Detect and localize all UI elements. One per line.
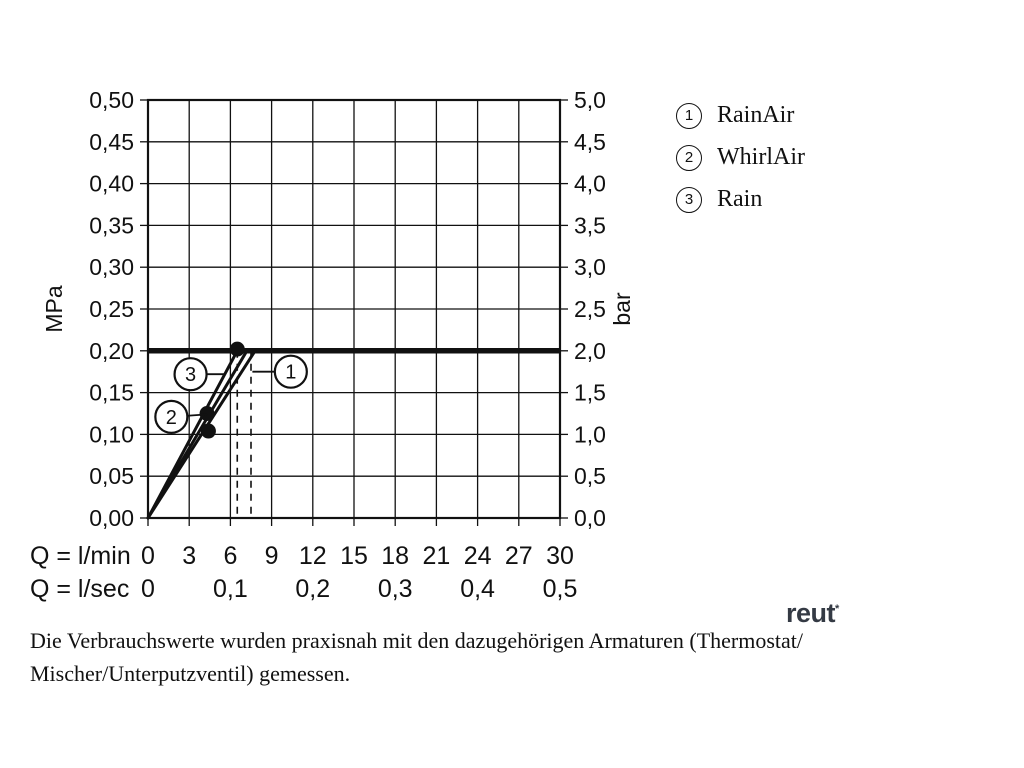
y-tick-label-mpa: 0,20 [89, 338, 134, 364]
logo-mark-icon: * [835, 603, 840, 615]
legend-item-rain: 3 Rain [676, 186, 805, 213]
data-point [199, 406, 215, 421]
y-tick-label-mpa: 0,40 [89, 171, 134, 197]
callout-number-1: 1 [285, 362, 296, 384]
x-axis-label-lsec: Q = l/sec [30, 575, 129, 603]
callout-circle-1 [273, 354, 308, 389]
y-tick-label-bar: 3,5 [574, 212, 606, 238]
data-point [200, 423, 216, 439]
x-tick-label-lmin: 24 [464, 542, 492, 570]
data-point [229, 341, 245, 357]
y-axis-label-mpa: MPa [41, 285, 67, 333]
y-tick-label-mpa: 0,05 [89, 463, 134, 489]
caption-line-2: Mischer/Unterputzventil) gemessen. [30, 661, 351, 686]
series-line-rain [146, 349, 239, 520]
legend: 1 RainAir 2 WhirlAir 3 Rain [676, 102, 805, 213]
callout-number-2: 2 [166, 407, 177, 429]
plot-border [146, 98, 562, 520]
y-tick-label-bar: 5,0 [574, 87, 606, 113]
logo-text: reut [786, 598, 836, 628]
legend-item-whirlair: 2 WhirlAir [676, 144, 805, 171]
x-tick-label-lsec: 0,2 [295, 575, 330, 603]
x-axis-label-lmin: Q = l/min [30, 542, 131, 570]
y-tick-label-bar: 0,0 [574, 505, 606, 531]
x-tick-label-lmin: 18 [381, 542, 409, 570]
x-tick-label-lsec: 0,5 [543, 575, 578, 603]
y-tick-label-mpa: 0,10 [89, 421, 134, 447]
x-tick-label-lmin: 3 [182, 542, 196, 570]
y-tick-label-bar: 1,0 [574, 421, 606, 447]
x-tick-label-lmin: 30 [546, 542, 574, 570]
legend-label-rain: Rain [717, 186, 763, 212]
x-tick-label-lsec: 0,4 [460, 575, 495, 603]
reut-logo: reut* [786, 598, 839, 629]
y-tick-label-bar: 4,0 [574, 171, 606, 197]
legend-label-rainair: RainAir [717, 102, 795, 128]
flow-pressure-chart: 0,00 0,00,05 0,50,10 1,00,15 1,50,20 2,00,25 2… [30, 87, 635, 603]
callout-circle-3 [173, 357, 208, 392]
x-tick-label-lmin: 0 [141, 542, 155, 570]
y-tick-label-mpa: 0,25 [89, 296, 134, 322]
y-tick-label-bar: 3,0 [574, 254, 606, 280]
x-tick-label-lmin: 6 [223, 542, 237, 570]
x-tick-label-lmin: 9 [265, 542, 279, 570]
x-tick-label-lmin: 12 [299, 542, 327, 570]
series-line-whirlair [146, 349, 257, 520]
circled-number-2-icon: 2 [676, 144, 702, 171]
y-tick-label-bar: 0,5 [574, 463, 606, 489]
x-tick-label-lsec: 0,1 [213, 575, 248, 603]
y-tick-label-mpa: 0,00 [89, 505, 134, 531]
y-axis-label-bar: bar [609, 292, 635, 326]
y-tick-label-bar: 2,0 [574, 338, 606, 364]
callout-circle-2 [154, 399, 189, 434]
y-tick-label-mpa: 0,35 [89, 212, 134, 238]
x-tick-label-lmin: 27 [505, 542, 533, 570]
x-tick-label-lsec: 0 [141, 575, 155, 603]
x-tick-label-lmin: 15 [340, 542, 368, 570]
y-tick-label-bar: 2,5 [574, 296, 606, 322]
y-tick-label-mpa: 0,45 [89, 129, 134, 155]
circled-number-3-icon: 3 [676, 186, 702, 213]
y-tick-label-mpa: 0,50 [89, 87, 134, 113]
legend-item-rainair: 1 RainAir [676, 102, 805, 129]
y-tick-label-bar: 4,5 [574, 129, 606, 155]
caption-line-1: Die Verbrauchswerte wurden praxisnah mit… [30, 628, 803, 653]
x-tick-label-lsec: 0,3 [378, 575, 413, 603]
y-tick-label-mpa: 0,30 [89, 254, 134, 280]
legend-label-whirlair: WhirlAir [717, 144, 805, 170]
y-tick-label-mpa: 0,15 [89, 380, 134, 406]
y-tick-label-bar: 1,5 [574, 380, 606, 406]
circled-number-1-icon: 1 [676, 102, 702, 129]
callout-number-3: 3 [185, 364, 196, 386]
x-tick-label-lmin: 21 [422, 542, 450, 570]
caption: Die Verbrauchswerte wurden praxisnah mit… [30, 624, 950, 690]
